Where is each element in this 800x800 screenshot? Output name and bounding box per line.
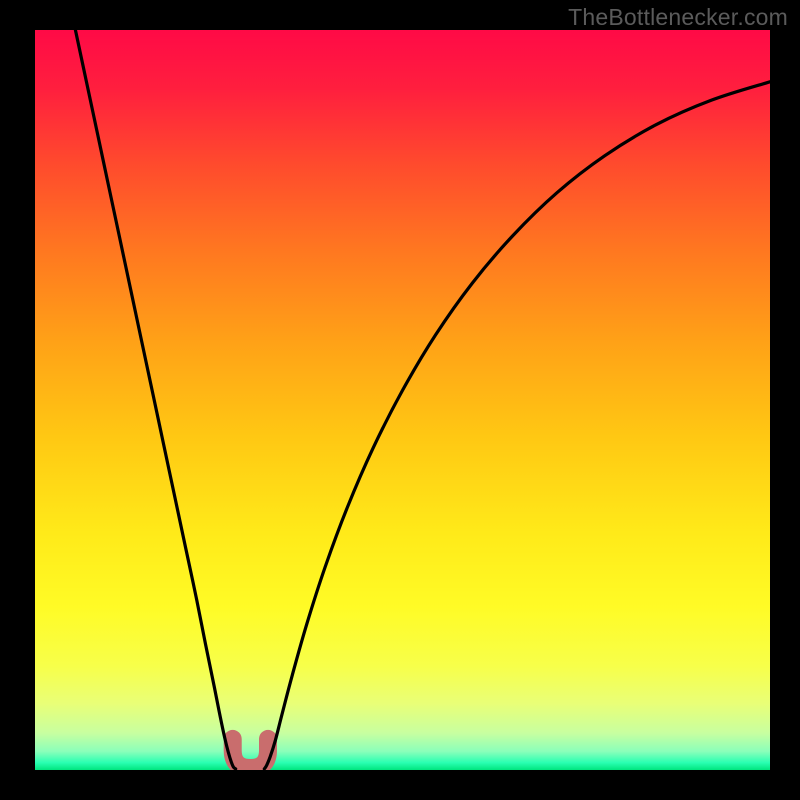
plot-area	[35, 30, 770, 770]
outer-frame: TheBottlenecker.com	[0, 0, 800, 800]
watermark-text: TheBottlenecker.com	[568, 4, 788, 31]
curves-layer	[35, 30, 770, 770]
ideal-point-marker	[233, 739, 268, 768]
bottleneck-curve-left	[75, 30, 235, 769]
bottleneck-curve-right	[264, 82, 770, 769]
